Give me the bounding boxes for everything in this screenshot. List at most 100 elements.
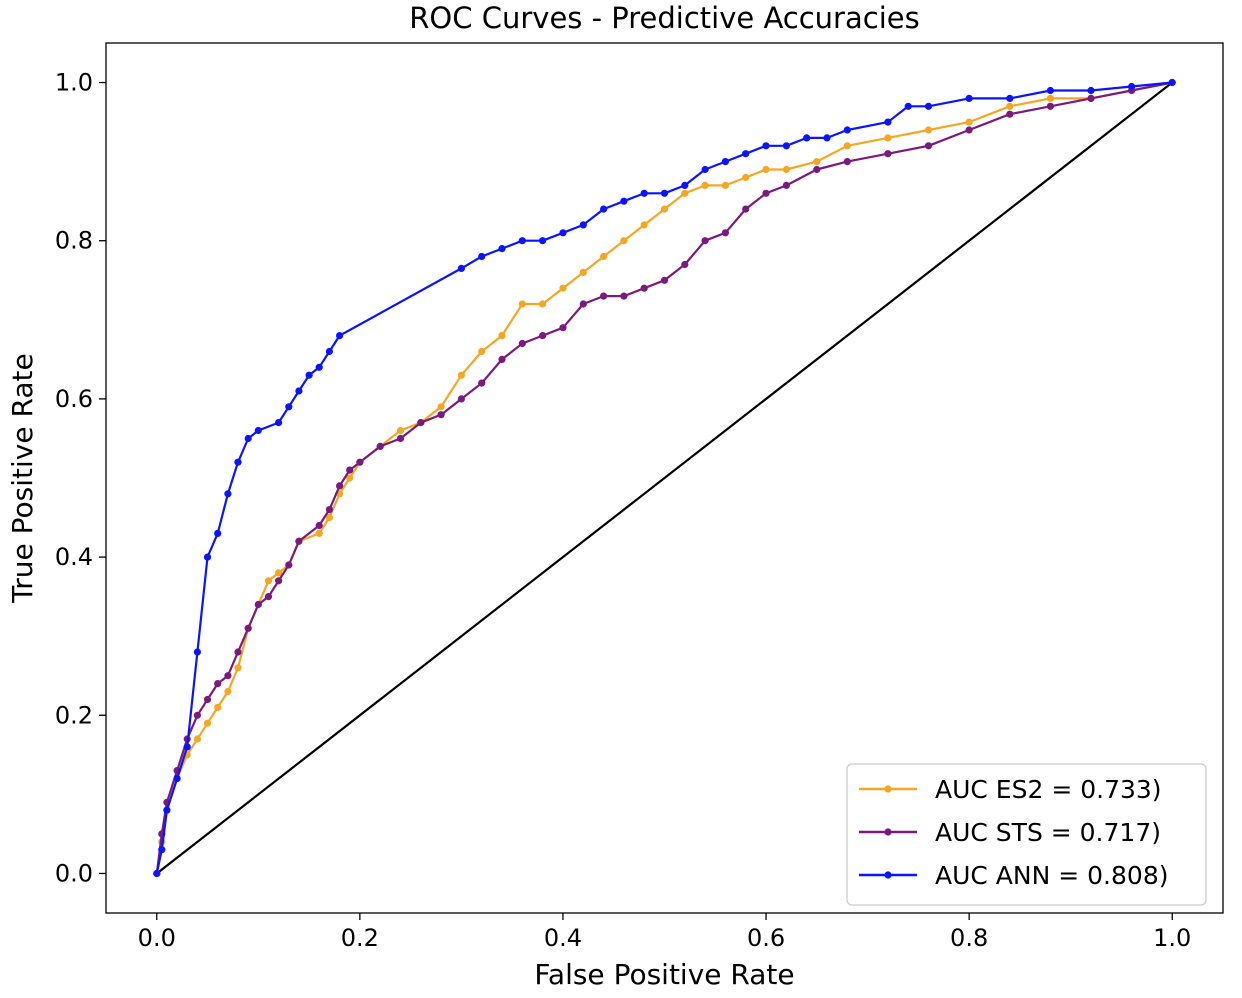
data-point (884, 134, 892, 142)
plot-area (153, 78, 1176, 878)
data-point (884, 150, 892, 158)
data-point (295, 537, 303, 545)
y-tick-label: 0.0 (55, 859, 93, 887)
legend: AUC ES2 = 0.733) AUC STS = 0.717) AUC ANN … (846, 763, 1207, 906)
data-point (173, 774, 181, 783)
data-point (275, 569, 283, 577)
data-point (600, 252, 608, 261)
data-point (742, 150, 750, 158)
data-point (660, 276, 669, 284)
data-point (965, 126, 973, 134)
data-point (396, 434, 405, 443)
x-tick-label: 0.0 (138, 924, 176, 952)
data-point (965, 118, 973, 126)
data-point (579, 268, 587, 276)
data-point (559, 324, 567, 332)
data-point (336, 332, 344, 340)
chart-title: ROC Curves - Predictive Accuracies (409, 1, 919, 35)
data-point (1046, 94, 1054, 102)
data-point (518, 237, 526, 245)
series-line (155, 81, 1173, 874)
data-point (660, 205, 669, 213)
y-tick-label: 0.2 (55, 701, 93, 729)
data-point (600, 205, 608, 213)
data-point (417, 419, 425, 427)
x-tick-label: 0.4 (544, 924, 582, 952)
data-point (376, 442, 384, 450)
data-point (193, 735, 201, 743)
x-tick-label: 0.8 (950, 924, 988, 952)
legend-label: AUC ANN = 0.808) (935, 861, 1168, 890)
series-layer (153, 78, 1176, 878)
data-point (1087, 94, 1095, 102)
data-point (660, 189, 669, 197)
series-2 (153, 78, 1176, 878)
diagonal-line (156, 81, 1173, 875)
x-tick-label: 1.0 (1153, 924, 1191, 952)
data-point (539, 300, 547, 308)
legend-swatch-marker (884, 828, 892, 836)
data-point (782, 181, 791, 189)
data-point (457, 371, 465, 379)
data-point (264, 577, 273, 585)
data-point (762, 142, 770, 150)
data-point (315, 363, 323, 371)
data-point (559, 284, 567, 292)
series-line (155, 81, 1173, 874)
diagonal-reference (156, 81, 1173, 875)
data-point (457, 395, 465, 403)
data-point (264, 593, 273, 601)
data-point (762, 189, 770, 197)
data-point (620, 292, 628, 300)
data-point (295, 387, 303, 395)
data-point (701, 237, 709, 245)
series-line (155, 81, 1173, 874)
data-point (224, 672, 232, 680)
legend-label: AUC ES2 = 0.733) (935, 775, 1162, 804)
data-point (701, 165, 709, 174)
data-point (153, 869, 161, 878)
data-point (924, 142, 933, 150)
data-point (579, 300, 587, 308)
plot-frame (105, 42, 1224, 914)
data-point (965, 94, 973, 102)
y-tick-label: 0.8 (55, 227, 93, 255)
data-point (224, 687, 232, 696)
data-point (1006, 102, 1014, 110)
axis-ticks: 0.0 0.2 0.4 0.6 0.8 1.0 0.0 0.2 0.4 0.6 0.8 1.0 (55, 69, 1191, 952)
series-1 (153, 78, 1176, 878)
data-point (437, 411, 445, 419)
y-tick-label: 0.4 (55, 543, 93, 571)
data-point (356, 458, 364, 466)
data-point (518, 300, 526, 308)
legend-swatch-marker (884, 785, 892, 793)
data-point (193, 648, 201, 656)
data-point (701, 181, 709, 189)
y-tick-label: 0.6 (55, 385, 93, 413)
data-point (305, 371, 313, 379)
data-point (396, 426, 405, 435)
data-point (325, 347, 333, 356)
data-point (1087, 86, 1095, 95)
data-point (782, 165, 791, 174)
data-point (437, 403, 445, 411)
data-point (234, 664, 242, 672)
data-point (721, 158, 730, 166)
data-point (539, 332, 547, 340)
data-point (203, 695, 212, 704)
data-point (183, 743, 191, 751)
data-point (539, 237, 547, 245)
data-point (742, 205, 750, 213)
data-point (498, 245, 506, 253)
data-point (721, 181, 730, 189)
x-axis-title: False Positive Rate (534, 958, 794, 991)
data-point (346, 474, 354, 482)
data-point (498, 332, 506, 340)
data-point (325, 513, 333, 522)
data-point (620, 237, 628, 245)
data-point (498, 355, 506, 363)
data-point (214, 703, 222, 712)
data-point (843, 158, 851, 166)
data-point (1046, 102, 1054, 110)
